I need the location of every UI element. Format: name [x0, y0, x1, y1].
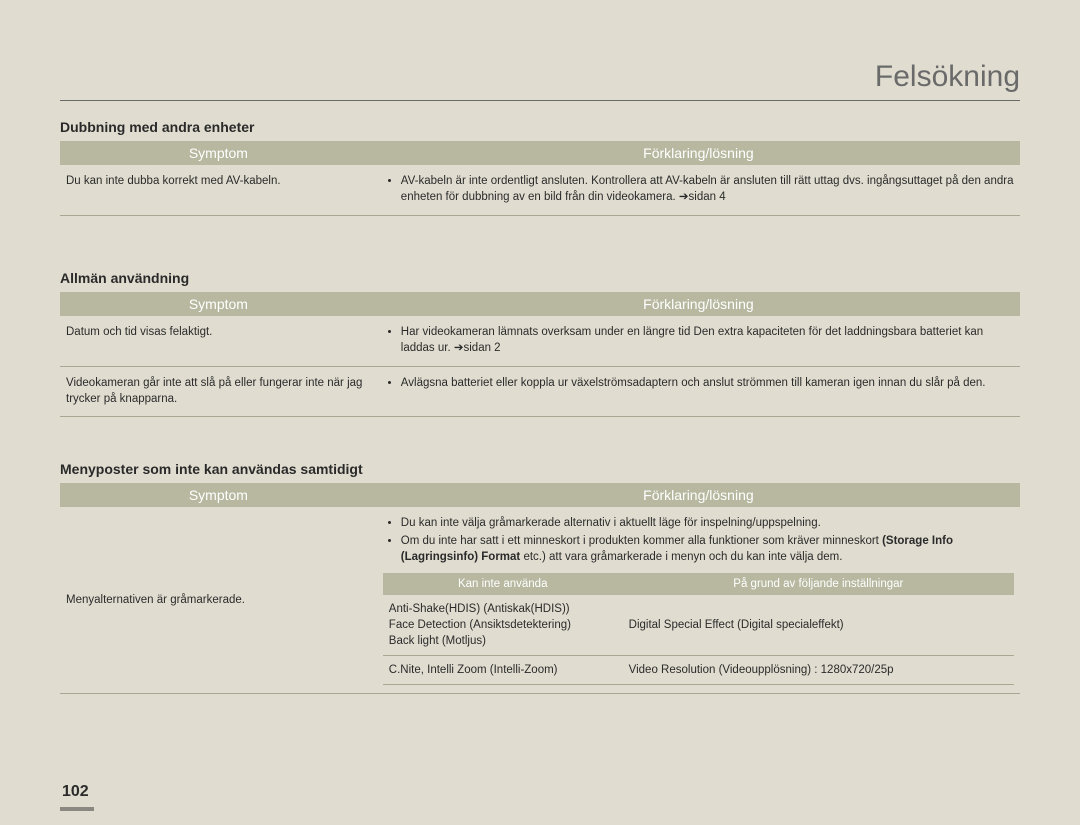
subtable-row: Anti-Shake(HDIS) (Antiskak(HDIS)) Face D…: [383, 595, 1014, 656]
table-row: Videokameran går inte att slå på eller f…: [60, 367, 1020, 416]
cell-explanation: Avlägsna batteriet eller koppla ur växel…: [377, 367, 1020, 416]
subcell-cannot: Anti-Shake(HDIS) (Antiskak(HDIS)) Face D…: [383, 595, 623, 656]
cell-symptom: Videokameran går inte att slå på eller f…: [60, 367, 377, 416]
subcell-cannot: C.Nite, Intelli Zoom (Intelli-Zoom): [383, 656, 623, 685]
cell-explanation: Du kan inte välja gråmarkerade alternati…: [377, 507, 1020, 694]
th-symptom: Symptom: [60, 141, 377, 165]
explain-item: Du kan inte välja gråmarkerade alternati…: [401, 515, 1014, 531]
explain-item: Har videokameran lämnats overksam under …: [401, 324, 1014, 356]
table-row: Du kan inte dubba korrekt med AV-kabeln.…: [60, 165, 1020, 216]
th-symptom: Symptom: [60, 292, 377, 316]
table-general: Symptom Förklaring/lösning Datum och tid…: [60, 292, 1020, 416]
page-title: Felsökning: [60, 60, 1020, 101]
subtable-row: C.Nite, Intelli Zoom (Intelli-Zoom) Vide…: [383, 656, 1014, 685]
th-explanation: Förklaring/lösning: [377, 141, 1020, 165]
subth-because: På grund av följande inställningar: [623, 573, 1014, 595]
cell-symptom: Menyalternativen är gråmarkerade.: [60, 507, 377, 694]
section-heading-dubbing: Dubbning med andra enheter: [60, 119, 1020, 135]
subcell-because: Digital Special Effect (Digital speciale…: [623, 595, 1014, 656]
explain-item: Om du inte har satt i ett minneskort i p…: [401, 533, 1014, 565]
explain-item: AV-kabeln är inte ordentligt ansluten. K…: [401, 173, 1014, 205]
section-heading-general: Allmän användning: [60, 270, 1020, 286]
cell-explanation: Har videokameran lämnats overksam under …: [377, 316, 1020, 367]
subtable-restrictions: Kan inte använda På grund av följande in…: [383, 573, 1014, 685]
section-heading-menu: Menyposter som inte kan användas samtidi…: [60, 461, 1020, 477]
table-dubbing: Symptom Förklaring/lösning Du kan inte d…: [60, 141, 1020, 216]
cell-explanation: AV-kabeln är inte ordentligt ansluten. K…: [377, 165, 1020, 216]
subth-cannot: Kan inte använda: [383, 573, 623, 595]
explain-item: Avlägsna batteriet eller koppla ur växel…: [401, 375, 1014, 391]
cell-symptom: Datum och tid visas felaktigt.: [60, 316, 377, 367]
table-row: Datum och tid visas felaktigt. Har video…: [60, 316, 1020, 367]
cell-symptom: Du kan inte dubba korrekt med AV-kabeln.: [60, 165, 377, 216]
th-symptom: Symptom: [60, 483, 377, 507]
th-explanation: Förklaring/lösning: [377, 483, 1020, 507]
th-explanation: Förklaring/lösning: [377, 292, 1020, 316]
page-number: 102: [62, 783, 89, 801]
page-mark: [60, 807, 94, 811]
table-menu: Symptom Förklaring/lösning Menyalternati…: [60, 483, 1020, 695]
table-row: Menyalternativen är gråmarkerade. Du kan…: [60, 507, 1020, 694]
subcell-because: Video Resolution (Videoupplösning) : 128…: [623, 656, 1014, 685]
